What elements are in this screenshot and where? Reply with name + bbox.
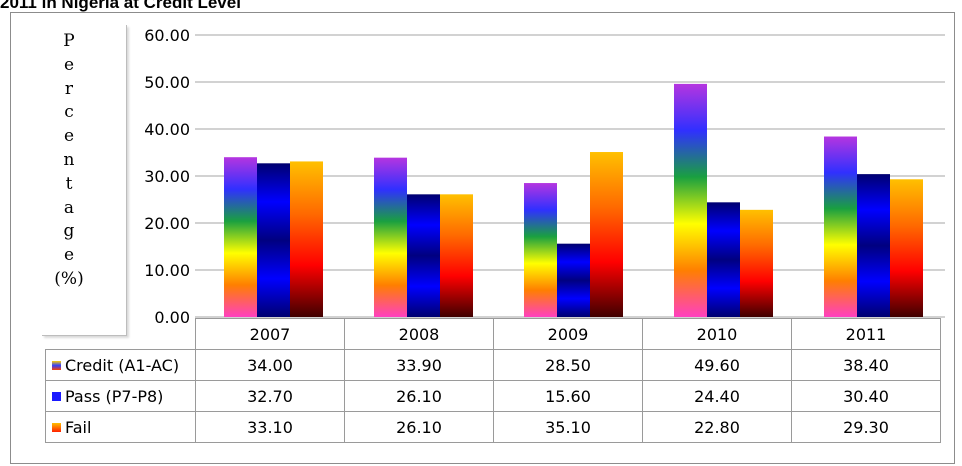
data-label: 26.10: [344, 380, 494, 412]
y-tick-label: 30.00: [144, 167, 190, 186]
table-row: Pass (P7-P8) 32.70 26.10 15.60 24.40 30.40: [45, 380, 941, 412]
data-label: 38.40: [791, 349, 941, 381]
bar-fail-2007: [290, 161, 323, 317]
bar-pass-2007: [257, 163, 290, 317]
data-label: 32.70: [195, 380, 345, 412]
data-label: 26.10: [344, 411, 494, 443]
data-label: 33.90: [344, 349, 494, 381]
data-label: 49.60: [642, 349, 792, 381]
bar-pass-2011: [857, 174, 890, 317]
bar-pass-2010: [707, 202, 740, 317]
data-label: 33.10: [195, 411, 345, 443]
bar-credit-2007: [224, 157, 257, 317]
x-tick-label: 2011: [791, 318, 941, 350]
bar-credit-2008: [374, 157, 407, 317]
bar-fail-2009: [590, 152, 623, 317]
data-label: 24.40: [642, 380, 792, 412]
chart-frame: [10, 12, 955, 464]
x-tick-label: 2008: [344, 318, 494, 350]
x-tick-label: 2010: [642, 318, 792, 350]
y-tick-label: 60.00: [144, 26, 190, 45]
data-label: 35.10: [493, 411, 643, 443]
data-label: 29.30: [791, 411, 941, 443]
y-axis-label: P e r c e n t a g e (%): [54, 31, 84, 289]
data-label: 30.40: [791, 380, 941, 412]
legend-label: Fail: [65, 417, 92, 437]
legend-entry: Fail: [45, 411, 196, 443]
y-tick-label: 10.00: [144, 261, 190, 280]
data-label: 22.80: [642, 411, 792, 443]
legend-label: Pass (P7-P8): [65, 386, 164, 406]
data-label: 28.50: [493, 349, 643, 381]
data-label: 34.00: [195, 349, 345, 381]
data-table: 2007 2008 2009 2010 2011 Credit (A1-AC) 34.00 3…: [45, 318, 941, 443]
bar-credit-2010: [674, 83, 707, 317]
table-row: Credit (A1-AC) 34.00 33.90 28.50 49.60 38.40: [45, 349, 941, 381]
bar-fail-2010: [740, 209, 773, 317]
y-axis-label-box: [42, 25, 127, 336]
legend-key-icon: [52, 391, 61, 401]
x-tick-label: 2009: [493, 318, 643, 350]
legend-key-icon: [52, 360, 61, 370]
bar-pass-2008: [407, 194, 440, 317]
legend-entry: Credit (A1-AC): [45, 349, 196, 381]
bar-credit-2009: [524, 183, 557, 317]
table-row: Fail 33.10 26.10 35.10 22.80 29.30: [45, 411, 941, 443]
table-corner: [45, 318, 196, 350]
y-tick-label: 40.00: [144, 120, 190, 139]
bar-fail-2011: [890, 179, 923, 317]
legend-entry: Pass (P7-P8): [45, 380, 196, 412]
bar-fail-2008: [440, 194, 473, 317]
y-tick-label: 50.00: [144, 73, 190, 92]
x-tick-label: 2007: [195, 318, 345, 350]
chart-title: 2011 in Nigeria at Credit Level: [0, 0, 241, 12]
bar-credit-2011: [824, 136, 857, 317]
data-label: 15.60: [493, 380, 643, 412]
bar-pass-2009: [557, 243, 590, 317]
legend-key-icon: [52, 422, 61, 432]
y-tick-label: 20.00: [144, 214, 190, 233]
legend-label: Credit (A1-AC): [65, 355, 180, 375]
